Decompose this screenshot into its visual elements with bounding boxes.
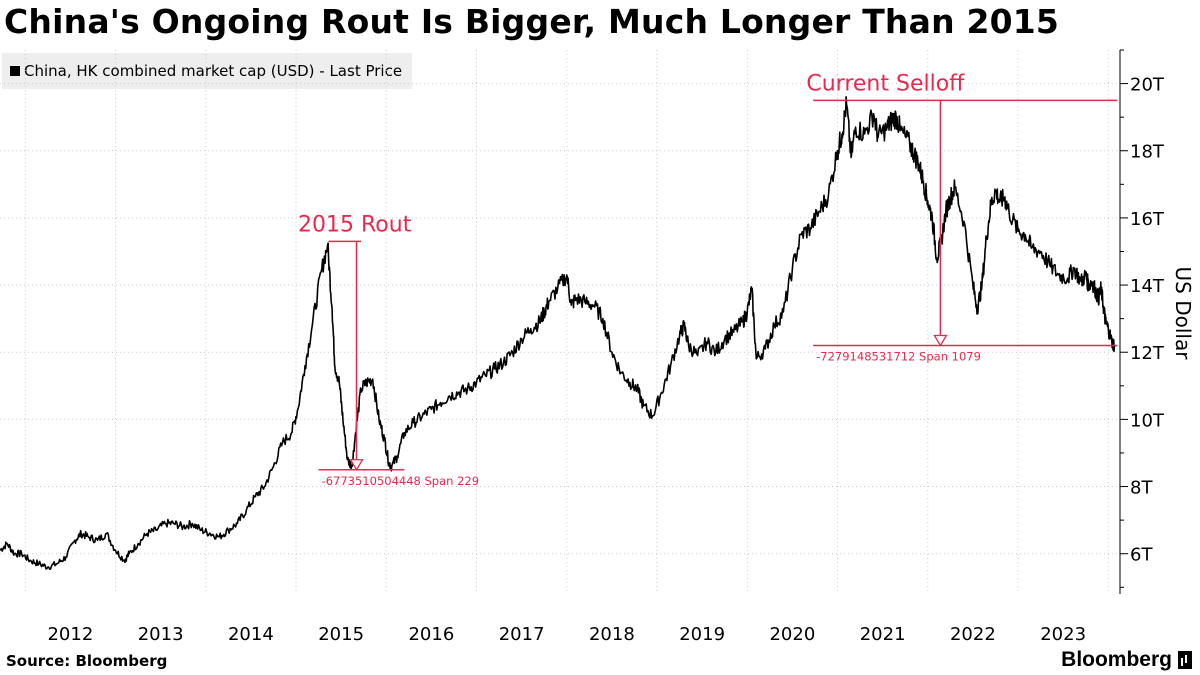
x-tick-label: 2016: [408, 624, 454, 645]
legend: China, HK combined market cap (USD) - La…: [2, 53, 413, 89]
annotation-arrowhead: [349, 459, 364, 472]
y-tick-label: 14T: [1130, 276, 1165, 297]
annotation-arrowhead: [933, 334, 948, 347]
x-tick-label: 2014: [228, 624, 274, 645]
legend-swatch: [10, 66, 20, 76]
x-tick-label: 2013: [138, 624, 184, 645]
x-tick-label: 2018: [589, 624, 635, 645]
bloomberg-terminal-icon: [1178, 651, 1192, 669]
legend-label: China, HK combined market cap (USD) - La…: [24, 62, 403, 80]
annotations: 2015 Rout -6773510504448 Span 229 Current …: [298, 71, 1118, 488]
y-tick-label: 18T: [1130, 142, 1165, 163]
x-tick-label: 2021: [860, 624, 906, 645]
y-tick-label: 12T: [1130, 343, 1165, 364]
x-tick-label: 2023: [1040, 624, 1086, 645]
annotation-2: Current Selloff -7279148531712 Span 1079: [806, 71, 1118, 364]
brand-name: Bloomberg: [1061, 648, 1172, 671]
x-tick-labels: 2012 2013 2014 2015 2016 2017 2018 2019 2020 2021…: [47, 624, 1086, 645]
series-line: [0, 96, 1116, 570]
annotation-1: 2015 Rout -6773510504448 Span 229: [298, 212, 479, 487]
y-tick-label: 6T: [1130, 545, 1153, 566]
x-tick-label: 2015: [318, 624, 364, 645]
bloomberg-logo: Bloomberg: [1061, 648, 1192, 672]
x-tick-label: 2017: [499, 624, 545, 645]
y-tick-label: 10T: [1130, 410, 1165, 431]
annotation-value: -7279148531712 Span 1079: [816, 350, 981, 364]
source-note: Source: Bloomberg: [6, 652, 168, 670]
x-tick-label: 2020: [769, 624, 815, 645]
axes: [1119, 49, 1128, 594]
x-tick-label: 2012: [47, 624, 93, 645]
x-tick-label: 2019: [679, 624, 725, 645]
grid-lines: [0, 50, 1120, 594]
y-tick-labels: 6T 8T 10T 12T 14T 16T 18T 20T: [1130, 75, 1165, 566]
x-tick-label: 2022: [950, 624, 996, 645]
y-axis-label: US Dollar: [1171, 267, 1195, 361]
annotation-label: 2015 Rout: [298, 212, 412, 237]
chart-title: China's Ongoing Rout Is Bigger, Much Lon…: [4, 2, 1060, 41]
y-tick-label: 16T: [1130, 209, 1165, 230]
annotation-label: Current Selloff: [806, 71, 965, 96]
annotation-value: -6773510504448 Span 229: [322, 474, 479, 488]
y-tick-label: 8T: [1130, 478, 1153, 499]
y-tick-label: 20T: [1130, 75, 1165, 96]
